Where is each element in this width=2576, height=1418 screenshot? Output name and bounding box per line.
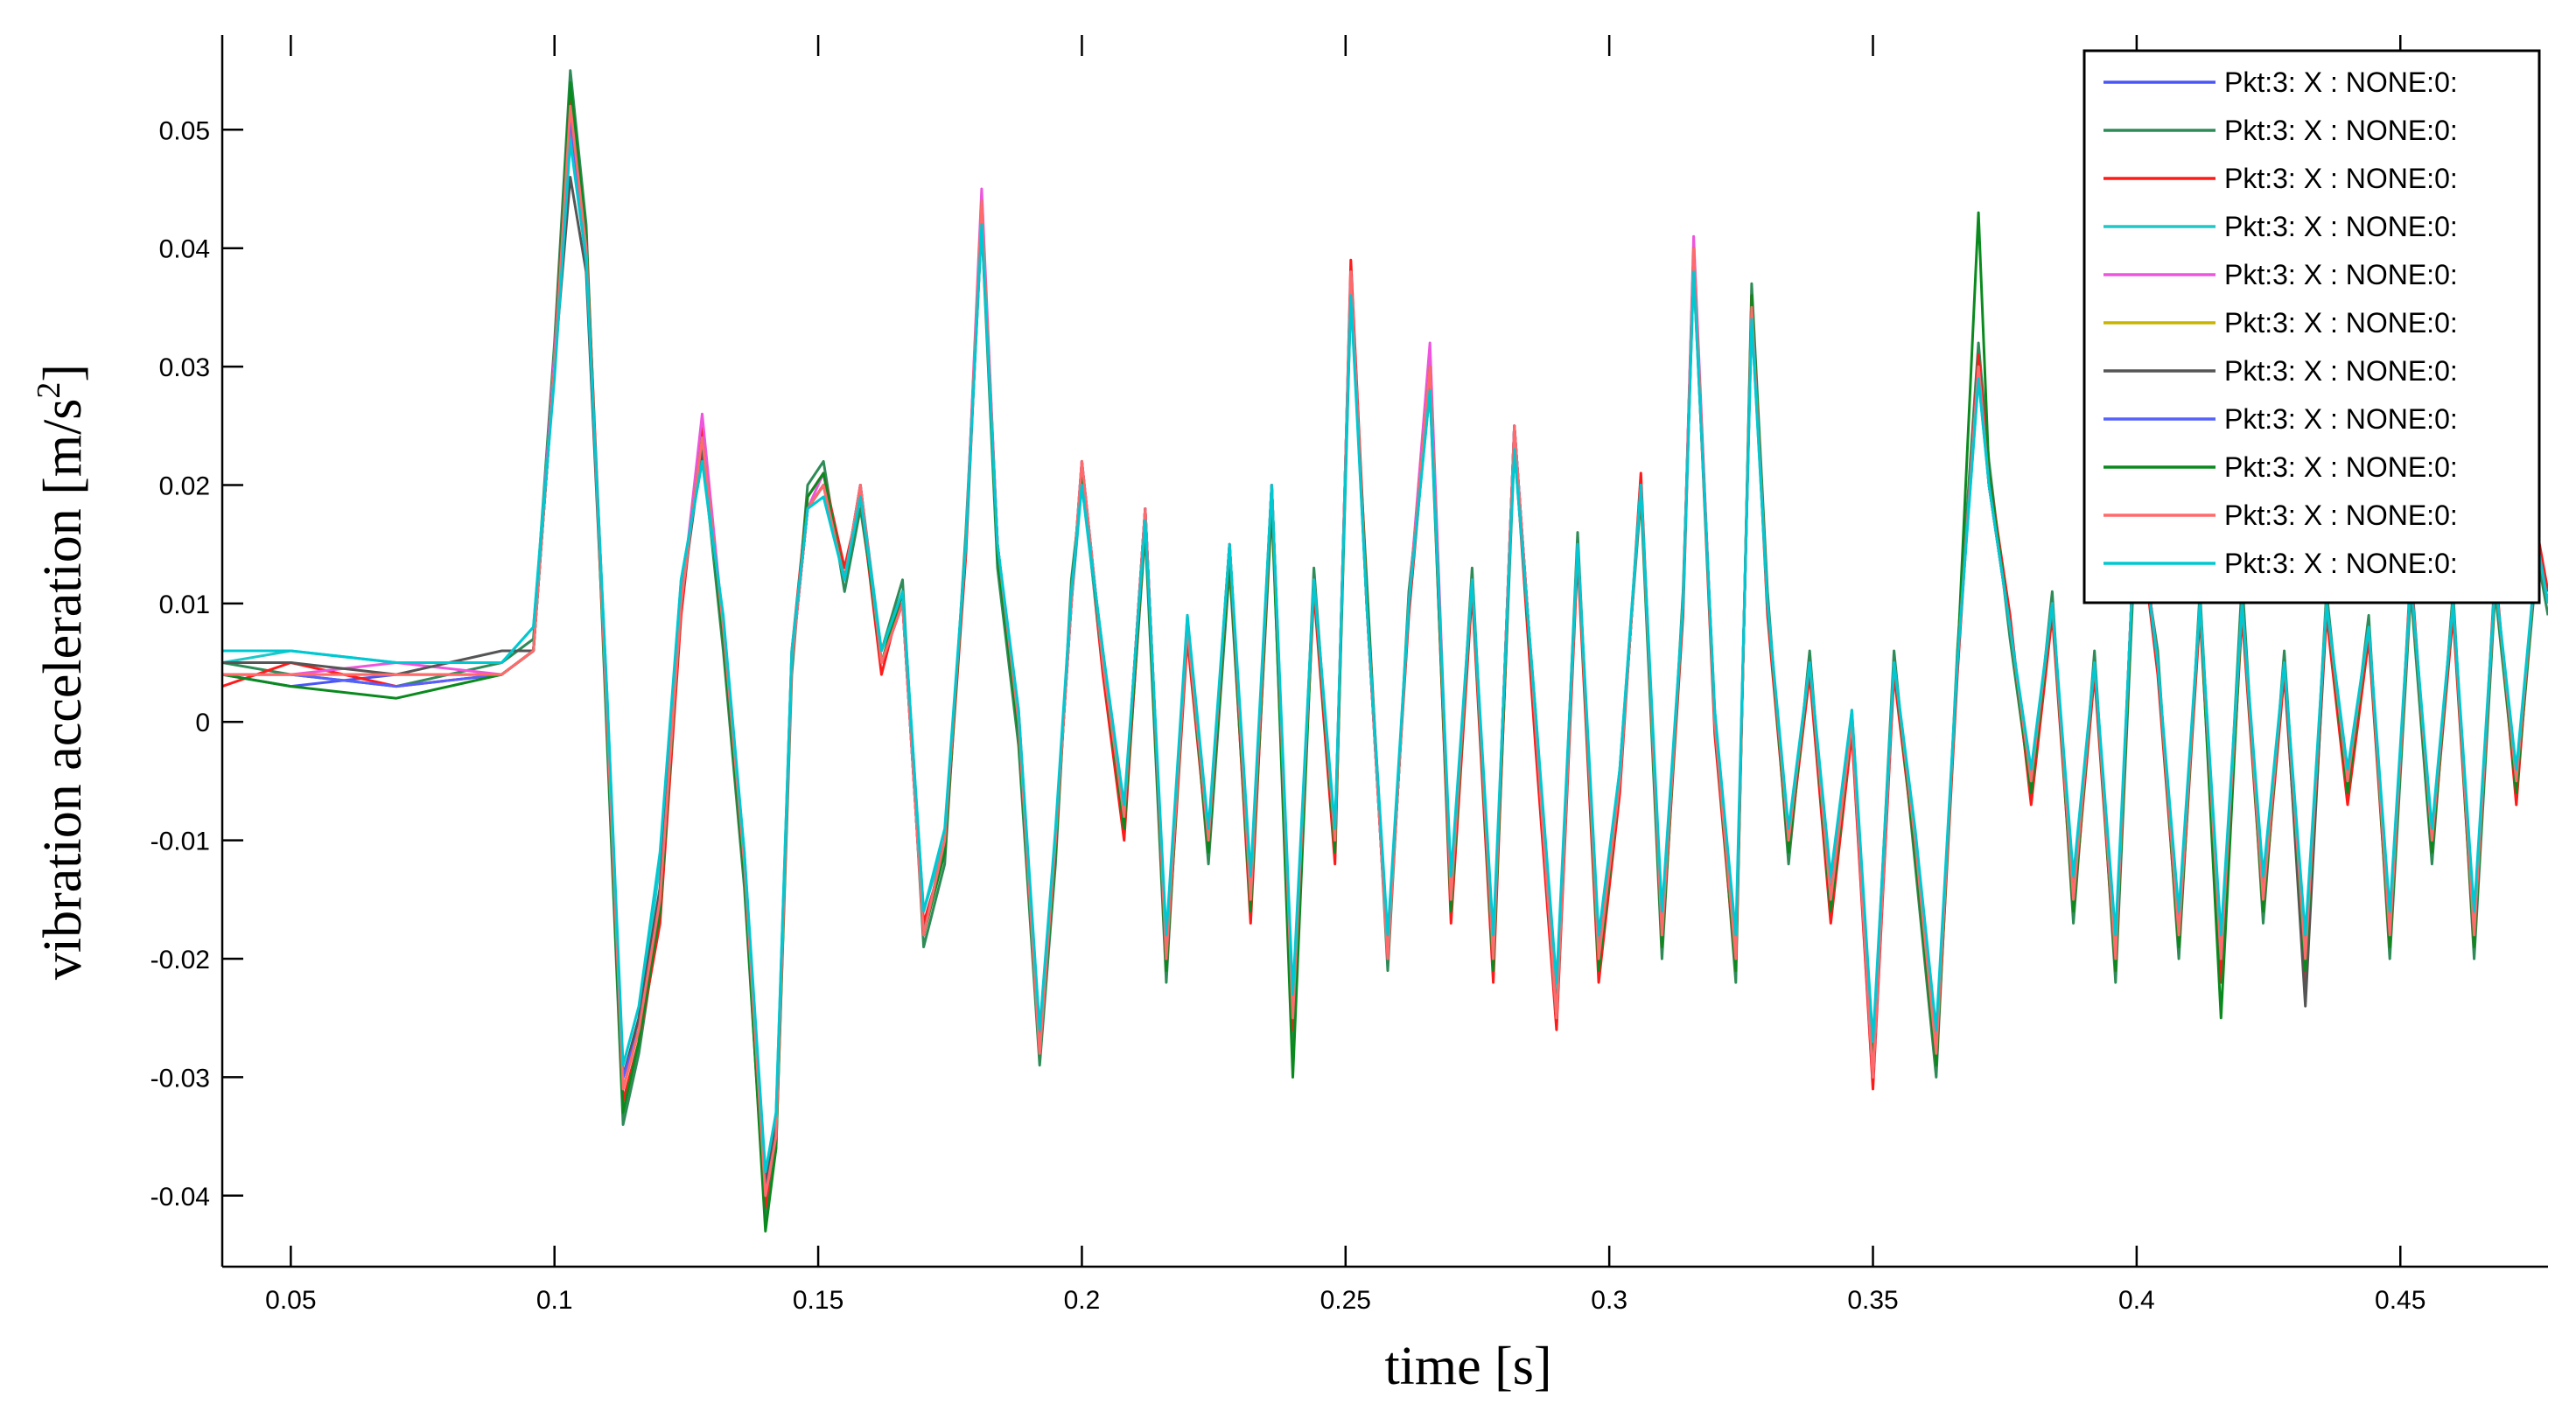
legend-label-7: Pkt:3: X : NONE:0: — [2224, 355, 2458, 387]
legend-label-8: Pkt:3: X : NONE:0: — [2224, 403, 2458, 435]
legend: Pkt:3: X : NONE:0: Pkt:3: X : NONE:0: Pkt:… — [2082, 49, 2541, 604]
y-tick-label: 0.01 — [159, 590, 210, 619]
axes: 0.05 0.1 0.15 0.2 0.25 0.3 0.35 0.4 0.45 0.05 0.04… — [150, 35, 2548, 1315]
x-tick-label: 0.35 — [1847, 1286, 1898, 1315]
x-tick-label: 0.15 — [793, 1286, 844, 1315]
x-tick-label: 0.45 — [2375, 1286, 2426, 1315]
x-tick-label: 0.4 — [2118, 1286, 2155, 1315]
legend-label-11: Pkt:3: X : NONE:0: — [2224, 548, 2458, 579]
legend-box — [2082, 49, 2541, 604]
y-tick-label: 0.03 — [159, 353, 210, 382]
y-tick-label: 0.04 — [159, 235, 210, 264]
y-tick-label: 0 — [195, 709, 210, 737]
x-axis-label: time [s] — [1384, 1337, 1551, 1396]
y-axis-label-suffix: ] — [33, 364, 93, 382]
y-tick-label: 0.05 — [159, 116, 210, 145]
y-tick-label: 0.02 — [159, 472, 210, 500]
y-tick-label: -0.03 — [150, 1064, 210, 1093]
y-tick-label: -0.04 — [150, 1183, 210, 1212]
legend-label-1: Pkt:3: X : NONE:0: — [2224, 66, 2458, 98]
legend-label-5: Pkt:3: X : NONE:0: — [2224, 259, 2458, 290]
legend-label-9: Pkt:3: X : NONE:0: — [2224, 451, 2458, 483]
legend-label-3: Pkt:3: X : NONE:0: — [2224, 163, 2458, 194]
x-tick-label: 0.25 — [1320, 1286, 1371, 1315]
series-line-11 — [222, 140, 2548, 1174]
legend-label-10: Pkt:3: X : NONE:0: — [2224, 499, 2458, 531]
y-tick-label: -0.02 — [150, 946, 210, 974]
y-axis-label-main: vibration acceleration [m/s — [33, 399, 93, 981]
x-tick-label: 0.1 — [536, 1286, 573, 1315]
legend-label-2: Pkt:3: X : NONE:0: — [2224, 115, 2458, 146]
y-tick-label: -0.01 — [150, 828, 210, 856]
x-tick-label: 0.3 — [1591, 1286, 1628, 1315]
y-axis-label-superscript: 2 — [31, 382, 67, 399]
x-tick-label: 0.2 — [1064, 1286, 1101, 1315]
y-axis-label: vibration acceleration [m/s2] — [31, 364, 93, 980]
legend-label-6: Pkt:3: X : NONE:0: — [2224, 307, 2458, 339]
legend-label-4: Pkt:3: X : NONE:0: — [2224, 211, 2458, 242]
plot-area — [222, 69, 2548, 1233]
x-tick-label: 0.05 — [265, 1286, 316, 1315]
